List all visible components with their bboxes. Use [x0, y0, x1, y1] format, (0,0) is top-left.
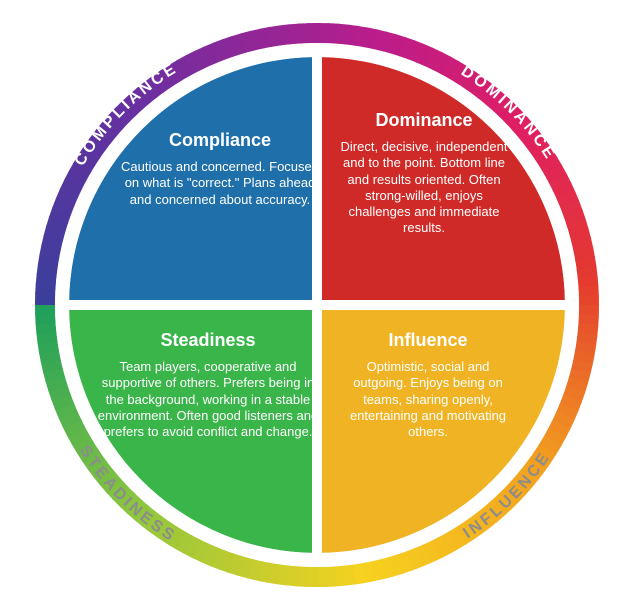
disc-diagram: COMPLIANCEDOMINANCEINFLUENCESTEADINESS C… [0, 0, 634, 610]
wedge-steadiness [69, 305, 317, 553]
disc-svg: COMPLIANCEDOMINANCEINFLUENCESTEADINESS [0, 0, 634, 610]
quadrant-group [62, 50, 572, 560]
wedge-influence [317, 305, 565, 553]
ring-segment [307, 23, 320, 43]
wedge-dominance [317, 57, 565, 305]
wedge-compliance [69, 57, 317, 305]
